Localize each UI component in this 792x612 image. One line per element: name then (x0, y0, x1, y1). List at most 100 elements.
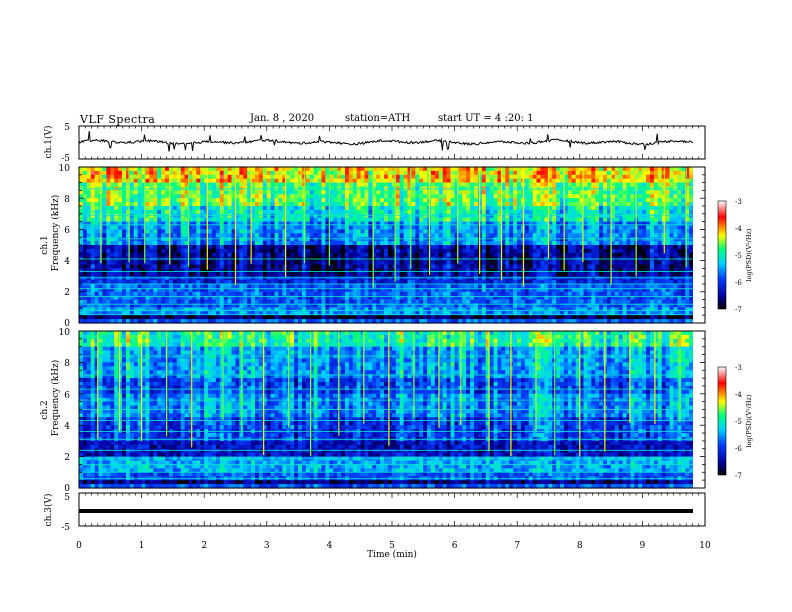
spectrogram-cell (532, 264, 538, 269)
spectrogram-cell (599, 217, 604, 223)
spectrogram-cell (372, 202, 377, 207)
spectrogram-cell (110, 174, 115, 180)
spectrogram-cell (90, 174, 96, 180)
spectrogram-cell (247, 229, 252, 234)
spectrogram-cell (251, 194, 256, 199)
spectrogram-cell (423, 284, 428, 289)
spectrogram-cell (434, 174, 440, 180)
spectrogram-cell (446, 170, 452, 176)
spectrogram-cell (649, 198, 655, 203)
spectrogram-cell (430, 225, 436, 230)
spectrogram-cell (473, 268, 479, 273)
spectrogram-cell (669, 264, 675, 269)
spectrogram-cell (450, 245, 456, 250)
spectrogram-cell (321, 284, 326, 289)
spectrogram-cell (360, 280, 366, 285)
spectrogram-cell (575, 272, 581, 277)
spectrogram-cell (591, 284, 596, 289)
spectrogram-cell (493, 252, 499, 258)
spectrogram-cell (450, 237, 456, 242)
spectrogram-cell (86, 190, 92, 195)
spectrogram-cell (157, 194, 162, 199)
spectrogram-cell (638, 284, 643, 289)
spectrogram-cell (411, 182, 416, 188)
spectrogram-cell (454, 241, 459, 246)
spectrogram-cell (161, 287, 166, 293)
spectrogram-cell (333, 252, 338, 258)
spectrogram-cell (298, 245, 303, 250)
spectrogram-cell (196, 170, 201, 176)
spectrogram-cell (329, 198, 334, 203)
spectrogram-cell (137, 233, 143, 238)
spectrogram-cell (364, 202, 369, 207)
spectrogram-cell (419, 287, 424, 293)
spectrogram-cell (290, 213, 295, 219)
spectrogram-cell (102, 217, 107, 223)
spectrogram-cell (458, 252, 463, 258)
spectrogram-cell (196, 229, 201, 234)
spectrogram-cell (161, 221, 166, 227)
spectrogram-cell (231, 221, 237, 227)
spectrogram-cell (317, 198, 323, 203)
spectrogram-cell (626, 194, 632, 199)
spectrogram-cell (364, 268, 369, 273)
spectrogram-cell (646, 217, 651, 223)
spectrogram-cell (579, 194, 585, 199)
spectrogram-cell (278, 229, 283, 234)
spectrogram-cell (622, 209, 628, 215)
spectrogram-cell (286, 284, 291, 289)
spectrogram-cell (344, 178, 350, 184)
spectrogram-cell (118, 252, 123, 258)
spectrogram-cell (513, 272, 518, 277)
spectrogram-cell (188, 252, 194, 258)
spectrogram-cell (481, 276, 487, 281)
spectrogram-cell (540, 287, 545, 293)
spectrogram-cell (172, 272, 178, 277)
spectrogram-cell (125, 213, 131, 219)
spectrogram-cell (90, 209, 96, 215)
spectrogram-cell (325, 233, 330, 238)
spectrogram-cell (110, 209, 115, 215)
spectrogram-cell (227, 221, 233, 227)
spectrogram-cell (118, 217, 123, 223)
spectrogram-cell (333, 248, 338, 254)
spectrogram-cell (360, 167, 366, 172)
spectrogram-cell (653, 217, 659, 223)
spectrogram-cell (528, 213, 534, 219)
spectrogram-cell (114, 260, 119, 266)
spectrogram-cell (517, 174, 522, 180)
spectrogram-cell (548, 213, 553, 219)
spectrogram-cell (79, 229, 84, 234)
spectrogram-cell (231, 217, 237, 223)
spectrogram-cell (614, 167, 620, 172)
spectrogram-cell (661, 252, 667, 258)
spectrogram-cell (372, 198, 377, 203)
spectrogram-cell (364, 206, 369, 211)
spectrogram-cell (247, 264, 252, 269)
spectrogram-cell (513, 182, 518, 188)
spectrogram-cell (231, 272, 237, 277)
spectrogram-cell (239, 202, 244, 207)
spectrogram-cell (560, 174, 565, 180)
spectrogram-cell (399, 264, 405, 269)
spectrogram-cell (552, 272, 557, 277)
spectrogram-cell (630, 272, 635, 277)
spectrogram-cell (176, 229, 182, 234)
spectrogram-cell (133, 260, 139, 266)
spectrogram-cell (231, 202, 237, 207)
spectrogram-cell (493, 202, 499, 207)
spectrogram-cell (575, 225, 581, 230)
spectrogram-cell (438, 237, 444, 242)
spectrogram-cell (188, 280, 194, 285)
spectrogram-cell (254, 190, 260, 195)
spectrogram-cell (204, 209, 209, 215)
spectrogram-cell (415, 202, 420, 207)
spectrogram-cell (278, 252, 283, 258)
spectrogram-cell (626, 241, 632, 246)
spectrogram-cell (211, 190, 217, 195)
spectrogram-cell (548, 225, 553, 230)
spectrogram-cell (454, 174, 459, 180)
spectrogram-cell (125, 260, 131, 266)
spectrogram-cell (544, 217, 549, 223)
spectrogram-cell (423, 252, 428, 258)
